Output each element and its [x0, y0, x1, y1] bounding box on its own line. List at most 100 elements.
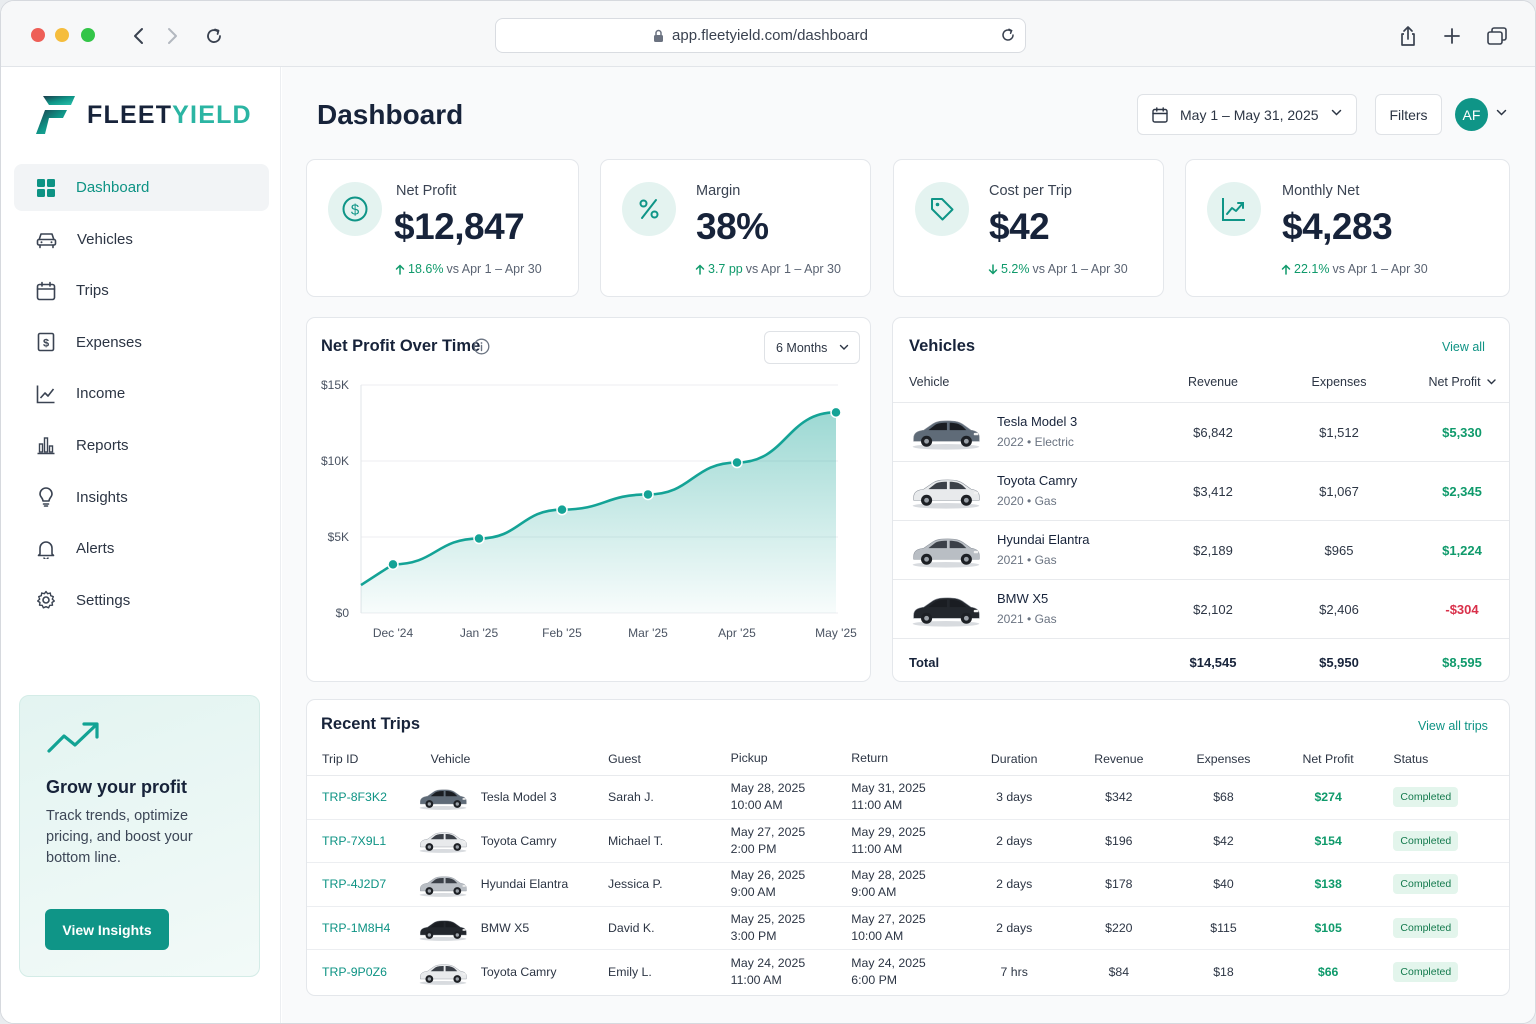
maximize-window-button[interactable] [81, 28, 95, 42]
address-bar[interactable]: app.fleetyield.com/dashboard [495, 18, 1026, 53]
avatar[interactable]: AF [1455, 98, 1488, 131]
arrow-down-icon [988, 263, 998, 275]
trip-pickup: May 28, 2025 10:00 AM [730, 781, 806, 813]
date-range-picker[interactable]: May 1 – May 31, 2025 [1137, 94, 1357, 135]
data-point [473, 532, 485, 545]
table-row[interactable]: BMW X5 2021 • Gas $2,102 $2,406 -$304 [893, 580, 1509, 639]
sidebar-item-dashboard[interactable]: Dashboard [14, 164, 269, 211]
table-row[interactable]: TRP-4J2D7 Hyundai Elantra Jessica P. May… [307, 863, 1509, 907]
table-row[interactable]: Tesla Model 3 2022 • Electric $6,842 $1,… [893, 403, 1509, 462]
trip-id-link[interactable]: TRP-9P0Z6 [322, 965, 387, 980]
trips-table-header: Trip ID Vehicle Guest Pickup Return Dura… [307, 742, 1509, 776]
trip-guest: Sarah J. [608, 790, 654, 805]
trip-return: May 29, 2025 11:00 AM [851, 824, 926, 856]
trip-net-profit: $66 [1317, 965, 1339, 980]
vehicle-info: Toyota Camry 2020 • Gas [997, 471, 1077, 511]
trip-duration: 7 hrs [1000, 965, 1028, 980]
x-tick-label: Mar '25 [628, 626, 668, 640]
table-row[interactable]: TRP-7X9L1 Toyota Camry Michael T. May 27… [307, 820, 1509, 864]
column-header: Duration [990, 751, 1038, 766]
trip-pickup: May 27, 2025 2:00 PM [730, 824, 806, 856]
sidebar-item-vehicles[interactable]: Vehicles [14, 216, 269, 263]
trip-expenses: $40 [1213, 877, 1234, 892]
page-refresh-icon[interactable] [1000, 27, 1016, 43]
vehicles-view-all-link[interactable]: View all [1442, 340, 1485, 354]
car-thumbnail-icon [419, 876, 467, 897]
share-button[interactable] [1395, 23, 1421, 49]
vehicles-card: Vehicles View all Vehicle Revenue Expens… [892, 317, 1510, 682]
kpi-delta-value: 18.6% [408, 262, 444, 276]
minimize-window-button[interactable] [55, 28, 69, 42]
filters-button[interactable]: Filters [1375, 94, 1442, 135]
sidebar-item-label: Settings [76, 591, 131, 609]
chevron-right-icon [168, 28, 177, 44]
vehicle-cell: BMW X5 2021 • Gas [893, 589, 1163, 629]
trip-vehicle-name: Hyundai Elantra [480, 877, 569, 892]
trip-id-link[interactable]: TRP-8F3K2 [322, 790, 387, 805]
back-button[interactable] [126, 23, 152, 49]
trip-return: May 28, 2025 9:00 AM [851, 868, 926, 900]
table-row[interactable]: TRP-1M8H4 BMW X5 David K. May 25, 2025 3:… [307, 907, 1509, 951]
vehicle-name: Tesla Model 3 [997, 414, 1078, 429]
vehicle-name: Toyota Camry [997, 473, 1078, 488]
gear-icon [37, 591, 55, 609]
reload-button[interactable] [201, 23, 227, 49]
total-label: Total [909, 654, 940, 670]
total-expenses: $5,950 [1319, 654, 1359, 670]
view-insights-button[interactable]: View Insights [45, 909, 169, 950]
info-icon[interactable] [473, 338, 490, 355]
kpi-label: Margin [696, 183, 741, 199]
brand-name: FLEETYIELD [87, 100, 252, 129]
x-tick-label: Feb '25 [542, 626, 582, 640]
tab-overview-button[interactable] [1484, 23, 1510, 49]
view-all-trips-link[interactable]: View all trips [1418, 719, 1488, 733]
trip-duration: 2 days [996, 833, 1033, 848]
table-row[interactable]: TRP-8F3K2 Tesla Model 3 Sarah J. May 28,… [307, 776, 1509, 820]
sidebar: FLEETYIELD Dashboard Vehicles Trips $ Ex… [1, 67, 281, 1023]
sidebar-item-expenses[interactable]: $ Expenses [14, 319, 269, 366]
table-row[interactable]: TRP-9P0Z6 Toyota Camry Emily L. May 24, … [307, 950, 1509, 994]
lock-icon [654, 29, 664, 42]
sidebar-item-reports[interactable]: Reports [14, 422, 269, 469]
trip-duration: 2 days [996, 921, 1033, 936]
trip-id-cell: TRP-7X9L1 [307, 834, 417, 848]
trip-id-link[interactable]: TRP-7X9L1 [322, 833, 387, 848]
trip-revenue: $178 [1105, 877, 1133, 892]
kpi-compare: vs Apr 1 – Apr 30 [1332, 262, 1428, 276]
new-tab-button[interactable] [1439, 23, 1465, 49]
table-row[interactable]: Hyundai Elantra 2021 • Gas $2,189 $965 $… [893, 521, 1509, 580]
trip-vehicle-cell: Toyota Camry [417, 827, 608, 854]
date-range-label: May 1 – May 31, 2025 [1180, 106, 1319, 123]
forward-button[interactable] [159, 23, 185, 49]
range-select[interactable]: 6 Months [764, 331, 860, 364]
vehicle-info: Hyundai Elantra 2021 • Gas [997, 530, 1090, 570]
trip-id-link[interactable]: TRP-1M8H4 [322, 921, 391, 936]
brand-logo[interactable]: FLEETYIELD [35, 94, 252, 136]
data-point [556, 503, 568, 516]
calendar-icon [1152, 106, 1168, 123]
trend-up-arrow-icon [47, 722, 99, 753]
kpi-card-cost-per-trip: Cost per Trip $42 5.2% vs Apr 1 – Apr 30 [893, 159, 1164, 297]
trip-guest: Michael T. [608, 833, 664, 848]
kpi-delta: 22.1% vs Apr 1 – Apr 30 [1281, 262, 1428, 276]
vehicle-cell: Tesla Model 3 2022 • Electric [893, 412, 1163, 452]
sidebar-item-alerts[interactable]: Alerts [14, 525, 269, 572]
table-row[interactable]: Toyota Camry 2020 • Gas $3,412 $1,067 $2… [893, 462, 1509, 521]
trip-expenses: $115 [1210, 921, 1237, 936]
sidebar-item-trips[interactable]: Trips [14, 267, 269, 314]
sidebar-item-income[interactable]: Income [14, 370, 269, 417]
account-menu-chevron-icon[interactable] [1496, 109, 1507, 117]
trip-id-link[interactable]: TRP-4J2D7 [322, 877, 387, 892]
trip-vehicle-cell: Tesla Model 3 [417, 784, 608, 811]
sidebar-item-label: Income [76, 385, 126, 403]
sidebar-item-insights[interactable]: Insights [14, 474, 269, 521]
trip-revenue: $84 [1108, 965, 1130, 980]
close-window-button[interactable] [31, 28, 45, 42]
sidebar-item-settings[interactable]: Settings [14, 577, 269, 624]
trip-vehicle-name: BMW X5 [480, 921, 530, 936]
trips-table-body: TRP-8F3K2 Tesla Model 3 Sarah J. May 28,… [307, 776, 1509, 994]
y-tick-label: $5K [328, 530, 349, 544]
kpi-delta-value: 22.1% [1294, 262, 1330, 276]
net-profit-sort-header[interactable]: Net Profit [1415, 375, 1509, 389]
